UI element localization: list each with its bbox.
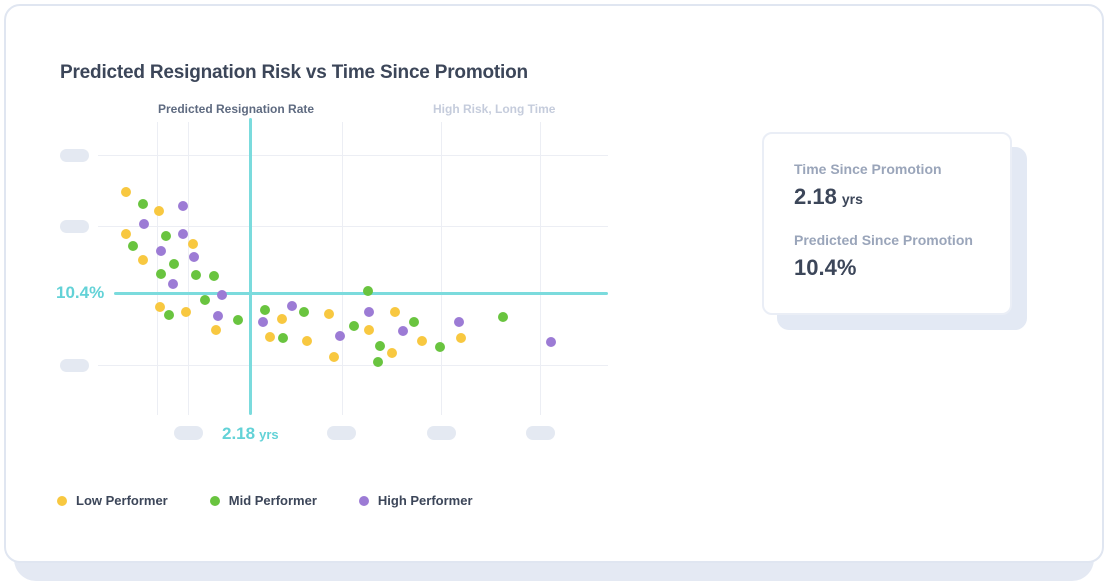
v-gridline xyxy=(187,122,189,415)
x-axis-skeleton-pill xyxy=(173,426,203,440)
h-gridline xyxy=(98,154,608,156)
tooltip-label-rate: Predicted Since Promotion xyxy=(794,232,973,248)
data-point-low-performer[interactable] xyxy=(302,336,312,346)
data-point-high-performer[interactable] xyxy=(364,307,374,317)
crosshair-horizontal-line xyxy=(114,291,608,295)
data-point-high-performer[interactable] xyxy=(217,290,227,300)
data-point-high-performer[interactable] xyxy=(398,326,408,336)
data-point-mid-performer[interactable] xyxy=(156,269,166,279)
data-point-low-performer[interactable] xyxy=(188,239,198,249)
tooltip-value-rate: 10.4% xyxy=(794,255,1010,281)
y-axis-skeleton-pill xyxy=(60,358,89,372)
data-point-mid-performer[interactable] xyxy=(278,333,288,343)
low-performer-dot-icon xyxy=(57,495,67,506)
data-point-high-performer[interactable] xyxy=(156,246,166,256)
data-point-mid-performer[interactable] xyxy=(375,341,385,351)
legend-item-low-performer[interactable]: Low Performer xyxy=(57,493,168,508)
crosshair-vertical-line xyxy=(248,118,252,415)
legend-item-mid-performer[interactable]: Mid Performer xyxy=(209,493,317,508)
data-point-mid-performer[interactable] xyxy=(169,259,179,269)
data-point-low-performer[interactable] xyxy=(154,206,164,216)
y-crosshair-value: 10.4% xyxy=(56,283,105,302)
data-point-low-performer[interactable] xyxy=(277,314,287,324)
y-axis-skeleton-pill xyxy=(60,148,89,162)
data-point-mid-performer[interactable] xyxy=(164,310,174,320)
data-point-high-performer[interactable] xyxy=(287,301,297,311)
data-point-high-performer[interactable] xyxy=(258,317,268,327)
data-point-mid-performer[interactable] xyxy=(260,305,270,315)
x-axis-skeleton-pill xyxy=(525,426,555,440)
x-axis-skeleton-pill xyxy=(326,426,356,440)
x-axis-skeleton-pill xyxy=(426,426,456,440)
x-crosshair-value: 2.18 yrs xyxy=(222,424,279,444)
data-point-high-performer[interactable] xyxy=(546,337,556,347)
data-point-low-performer[interactable] xyxy=(390,307,400,317)
legend-item-high-performer[interactable]: High Performer xyxy=(358,493,473,508)
h-gridline xyxy=(98,364,608,366)
data-point-mid-performer[interactable] xyxy=(349,321,359,331)
data-point-high-performer[interactable] xyxy=(189,252,199,262)
data-point-mid-performer[interactable] xyxy=(138,199,148,209)
data-point-low-performer[interactable] xyxy=(329,352,339,362)
v-gridline xyxy=(341,122,343,415)
data-point-mid-performer[interactable] xyxy=(409,317,419,327)
chart-title: Predicted Resignation Risk vs Time Since… xyxy=(60,62,528,83)
v-gridline xyxy=(539,122,541,415)
data-point-mid-performer[interactable] xyxy=(435,342,445,352)
data-point-high-performer[interactable] xyxy=(335,331,345,341)
v-gridline xyxy=(440,122,442,415)
legend-label: Mid Performer xyxy=(228,493,317,508)
v-gridline xyxy=(156,122,158,415)
data-point-low-performer[interactable] xyxy=(121,229,131,239)
legend: Low Performer Mid Performer High Perform… xyxy=(57,493,473,508)
quadrant-label: High Risk, Long Time xyxy=(433,102,556,116)
data-point-mid-performer[interactable] xyxy=(373,357,383,367)
data-point-mid-performer[interactable] xyxy=(200,295,210,305)
high-performer-dot-icon xyxy=(358,495,369,506)
data-point-low-performer[interactable] xyxy=(265,332,275,342)
data-point-high-performer[interactable] xyxy=(454,317,464,327)
data-point-mid-performer[interactable] xyxy=(299,307,309,317)
data-point-low-performer[interactable] xyxy=(181,307,191,317)
data-point-low-performer[interactable] xyxy=(138,255,148,265)
data-point-low-performer[interactable] xyxy=(324,309,334,319)
data-point-mid-performer[interactable] xyxy=(209,271,219,281)
y-axis-skeleton-pill xyxy=(60,219,89,233)
data-point-low-performer[interactable] xyxy=(121,187,131,197)
data-point-high-performer[interactable] xyxy=(168,279,178,289)
data-point-high-performer[interactable] xyxy=(139,219,149,229)
data-point-mid-performer[interactable] xyxy=(363,286,373,296)
legend-label: High Performer xyxy=(377,493,473,508)
data-point-mid-performer[interactable] xyxy=(128,241,138,251)
data-point-low-performer[interactable] xyxy=(387,348,397,358)
data-point-low-performer[interactable] xyxy=(155,302,165,312)
mid-performer-dot-icon xyxy=(209,495,220,506)
h-gridline xyxy=(98,225,608,227)
x-crosshair-number: 2.18 xyxy=(222,424,256,443)
y-axis-title: Predicted Resignation Rate xyxy=(158,102,315,116)
data-point-high-performer[interactable] xyxy=(178,201,188,211)
data-point-mid-performer[interactable] xyxy=(498,312,508,322)
tooltip-value-number: 2.18 xyxy=(794,184,837,209)
tooltip-label-time: Time Since Promotion xyxy=(794,161,942,177)
data-point-low-performer[interactable] xyxy=(211,325,221,335)
data-point-mid-performer[interactable] xyxy=(161,231,171,241)
legend-label: Low Performer xyxy=(76,493,168,508)
tooltip-card: Time Since Promotion 2.18 yrs Predicted S… xyxy=(762,132,1012,315)
data-point-low-performer[interactable] xyxy=(417,336,427,346)
data-point-mid-performer[interactable] xyxy=(191,270,201,280)
data-point-low-performer[interactable] xyxy=(456,333,466,343)
tooltip-value-unit: yrs xyxy=(841,191,863,207)
data-point-mid-performer[interactable] xyxy=(233,315,243,325)
data-point-high-performer[interactable] xyxy=(178,229,188,239)
tooltip-value-number: 10.4% xyxy=(794,255,857,280)
data-point-high-performer[interactable] xyxy=(213,311,223,321)
tooltip-value-time: 2.18 yrs xyxy=(794,184,1010,210)
data-point-low-performer[interactable] xyxy=(364,325,374,335)
x-crosshair-unit: yrs xyxy=(259,427,279,442)
